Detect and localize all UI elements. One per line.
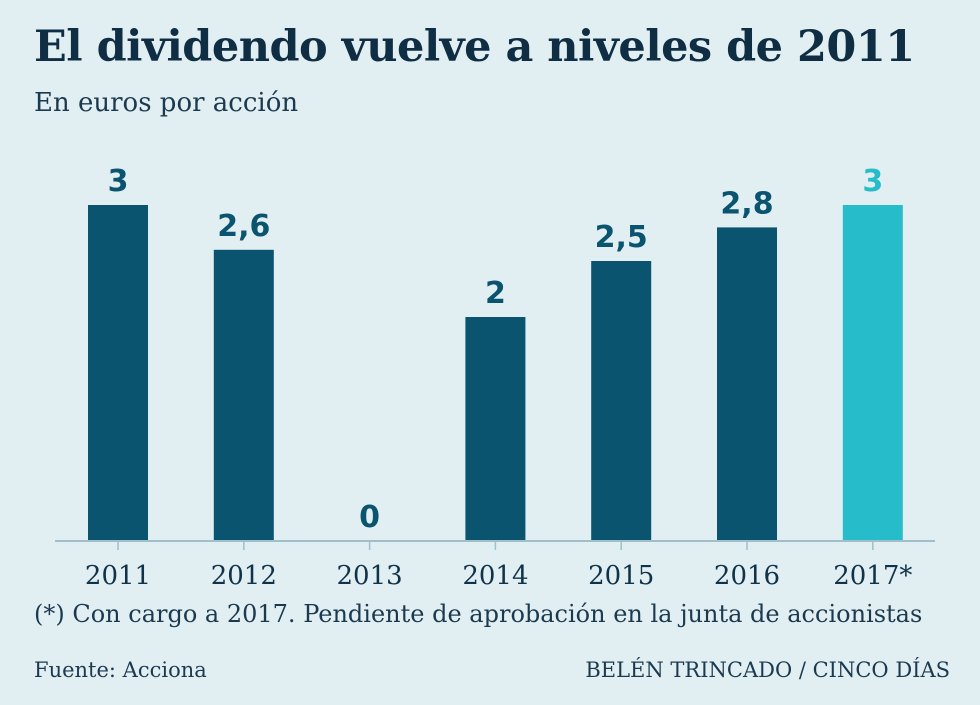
bar-2012 <box>213 249 274 542</box>
bar-2017 <box>842 205 903 541</box>
value-label-2012: 2,6 <box>217 209 270 244</box>
value-label-2016: 2,8 <box>720 186 773 221</box>
credit-text: BELÉN TRINCADO / CINCO DÍAS <box>585 658 950 682</box>
x-tick-label-2017: 2017* <box>833 561 912 591</box>
x-tick-label-2012: 2012 <box>211 561 277 591</box>
chart-subtitle: En euros por acción <box>34 88 299 118</box>
value-label-2011: 3 <box>108 164 129 199</box>
value-label-2013: 0 <box>359 500 380 535</box>
x-tick-label-2014: 2014 <box>462 561 528 591</box>
x-tick-label-2013: 2013 <box>337 561 403 591</box>
value-label-2017: 3 <box>862 164 883 199</box>
chart-title: El dividendo vuelve a niveles de 2011 <box>34 22 915 72</box>
bar-2015 <box>591 261 652 541</box>
value-label-2014: 2 <box>485 276 506 311</box>
x-tick-label-2015: 2015 <box>588 561 654 591</box>
bar-chart: 3 2011 2,6 2012 0 2013 2 2014 2,5 2015 2,8 2016 3 201… <box>55 164 935 591</box>
source-text: Fuente: Acciona <box>34 658 207 682</box>
footnote: (*) Con cargo a 2017. Pendiente de aprob… <box>34 600 923 628</box>
x-tick-label-2016: 2016 <box>714 561 780 591</box>
x-tick-label-2011: 2011 <box>85 561 151 591</box>
bar-2016 <box>717 227 777 541</box>
bar-2011 <box>88 205 148 541</box>
value-label-2015: 2,5 <box>595 220 648 255</box>
bar-2014 <box>465 317 526 541</box>
